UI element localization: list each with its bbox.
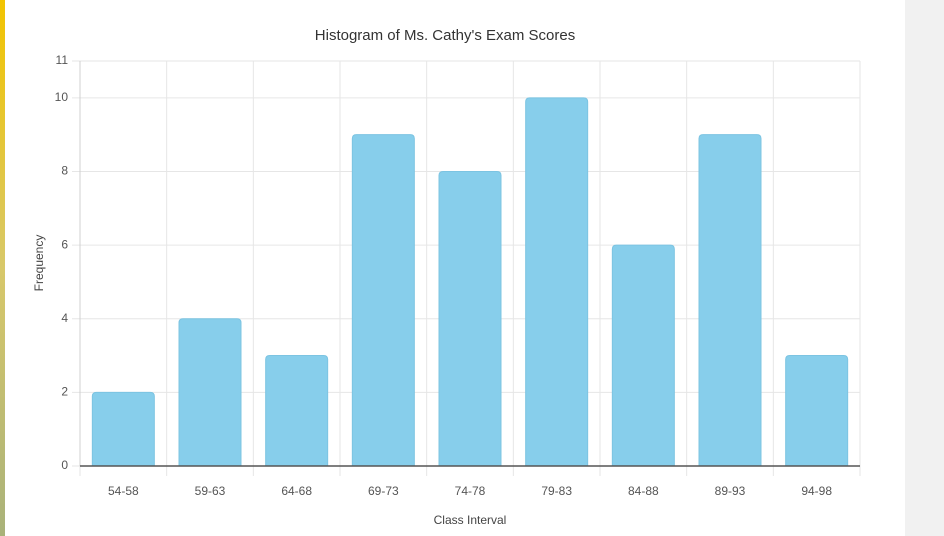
right-panel xyxy=(905,0,944,536)
x-tick-label: 59-63 xyxy=(195,484,226,498)
x-tick-label: 89-93 xyxy=(715,484,746,498)
y-tick-label: 8 xyxy=(61,164,68,178)
y-tick-label: 0 xyxy=(61,458,68,472)
y-tick-label: 11 xyxy=(56,53,69,67)
bar xyxy=(438,170,502,467)
x-tick-label: 64-68 xyxy=(281,484,312,498)
bar xyxy=(351,134,415,467)
bar xyxy=(611,244,675,467)
bar xyxy=(178,318,242,467)
x-tick-label: 69-73 xyxy=(368,484,399,498)
x-tick-label: 84-88 xyxy=(628,484,659,498)
x-tick-label: 79-83 xyxy=(541,484,572,498)
bar xyxy=(91,391,155,467)
y-tick-label: 2 xyxy=(61,385,68,399)
y-axis-title: Frequency xyxy=(32,235,46,292)
bar xyxy=(698,134,762,467)
x-axis-title: Class Interval xyxy=(434,513,507,527)
x-tick-label: 94-98 xyxy=(801,484,832,498)
bar xyxy=(525,97,589,467)
bar xyxy=(785,355,849,467)
chart-title: Histogram of Ms. Cathy's Exam Scores xyxy=(315,27,575,44)
bar xyxy=(265,355,329,467)
y-tick-label: 4 xyxy=(61,311,68,325)
x-tick-label: 74-78 xyxy=(455,484,486,498)
y-tick-label: 10 xyxy=(55,90,69,104)
x-tick-label: 54-58 xyxy=(108,484,139,498)
left-strip xyxy=(0,0,5,536)
plot-area: 0 2 4 6 8 10 11 54-58 59-63 64-68 69-73 74-78 79-83 8… xyxy=(55,53,861,498)
y-tick-label: 6 xyxy=(61,237,68,251)
